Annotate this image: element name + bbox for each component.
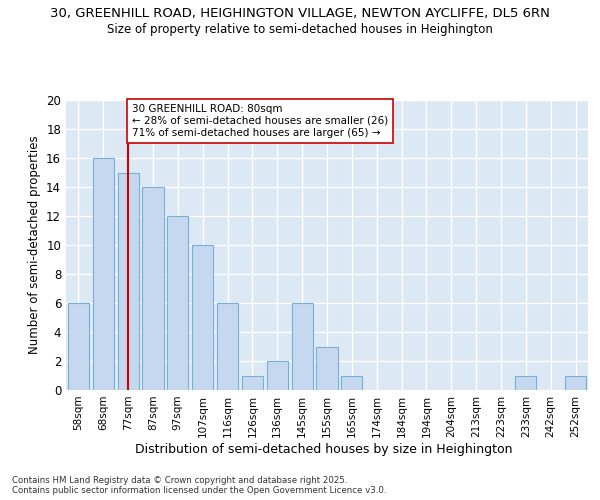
Text: Distribution of semi-detached houses by size in Heighington: Distribution of semi-detached houses by … (135, 442, 513, 456)
Text: Size of property relative to semi-detached houses in Heighington: Size of property relative to semi-detach… (107, 22, 493, 36)
Bar (515, 376, 536, 390)
Bar (118, 172, 139, 390)
Bar (267, 361, 288, 390)
Bar (68, 303, 89, 390)
Bar (217, 303, 238, 390)
Bar (242, 376, 263, 390)
Bar (316, 346, 338, 390)
Bar (192, 245, 213, 390)
Bar (167, 216, 188, 390)
Bar (292, 303, 313, 390)
Text: 30, GREENHILL ROAD, HEIGHINGTON VILLAGE, NEWTON AYCLIFFE, DL5 6RN: 30, GREENHILL ROAD, HEIGHINGTON VILLAGE,… (50, 8, 550, 20)
Bar (142, 187, 164, 390)
Y-axis label: Number of semi-detached properties: Number of semi-detached properties (28, 136, 41, 354)
Bar (341, 376, 362, 390)
Bar (93, 158, 114, 390)
Text: 30 GREENHILL ROAD: 80sqm
← 28% of semi-detached houses are smaller (26)
71% of s: 30 GREENHILL ROAD: 80sqm ← 28% of semi-d… (132, 104, 388, 138)
Bar (565, 376, 586, 390)
Text: Contains HM Land Registry data © Crown copyright and database right 2025.
Contai: Contains HM Land Registry data © Crown c… (12, 476, 386, 495)
